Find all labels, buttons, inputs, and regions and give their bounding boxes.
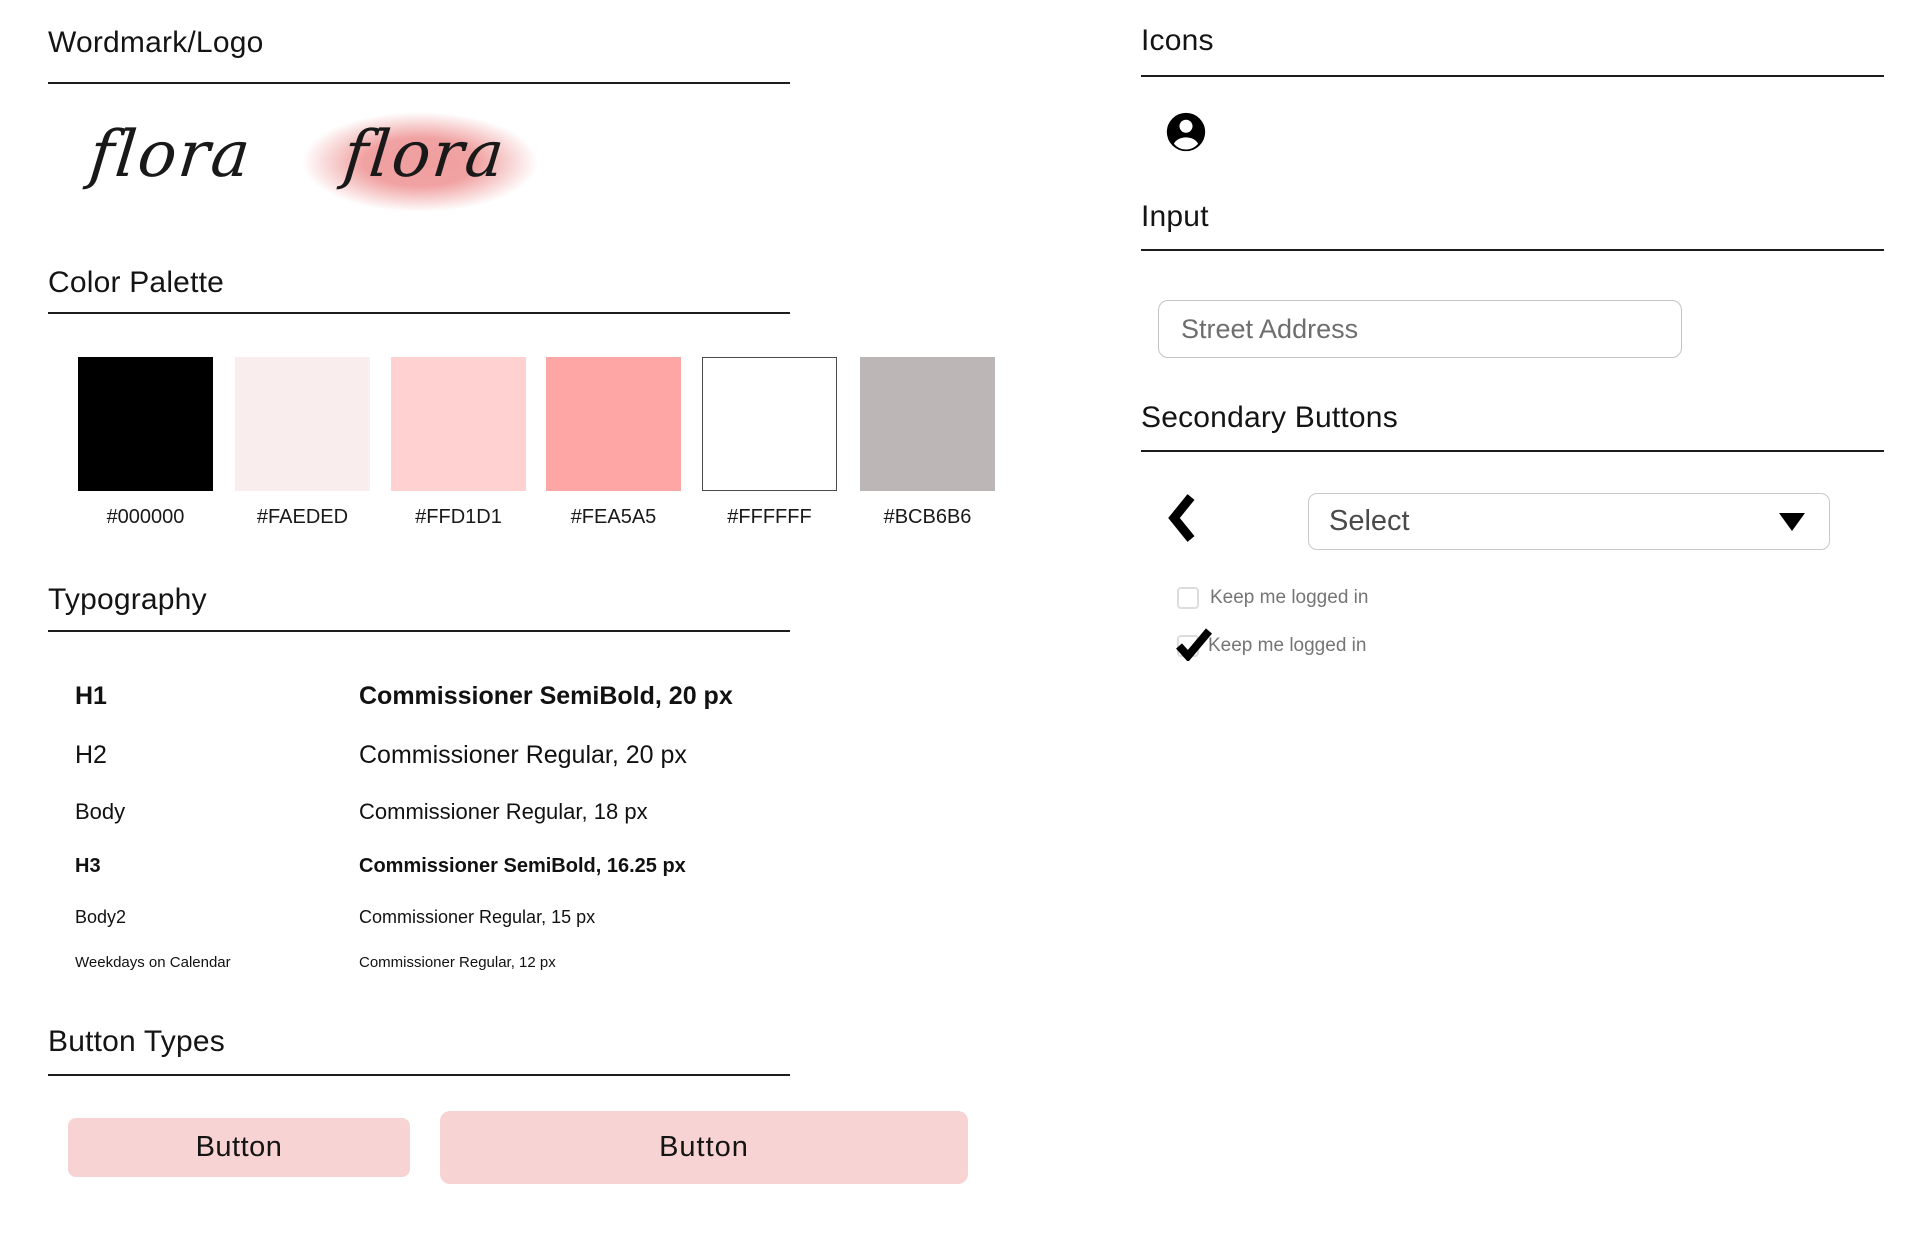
swatch-hex-label: #BCB6B6 <box>883 506 972 528</box>
type-style-name: Body2 <box>75 907 127 927</box>
flora-wordmark: flora <box>86 118 256 192</box>
wordmark-section-title: Wordmark/Logo <box>48 26 264 59</box>
type-style-spec: Commissioner Regular, 12 px <box>359 954 556 971</box>
street-address-input[interactable] <box>1158 300 1682 358</box>
checkbox-unchecked[interactable] <box>1177 587 1199 609</box>
color-palette-section: Color Palette #000000 #FAEDED #FFD1D1 #F… <box>48 266 995 556</box>
logo-highlight-blob <box>302 112 538 212</box>
section-divider <box>48 312 790 314</box>
select-value: Select <box>1329 505 1410 537</box>
section-divider <box>48 1074 790 1076</box>
color-swatch <box>702 357 837 491</box>
type-style-name: H2 <box>75 741 107 769</box>
section-divider <box>1141 450 1884 452</box>
type-style-name: H3 <box>75 855 101 877</box>
type-style-name: Weekdays on Calendar <box>75 954 231 971</box>
flora-wordmark-on-blob: flora <box>340 118 510 192</box>
checkbox-label: Keep me logged in <box>1208 635 1367 656</box>
typography-section: Typography H1 Commissioner SemiBold, 20 … <box>48 583 790 993</box>
primary-button-small[interactable]: Button <box>68 1118 410 1177</box>
account-circle-icon <box>1166 112 1206 152</box>
checkbox-row-unchecked: Keep me logged in <box>1177 587 1368 609</box>
checkbox-row-checked: Keep me logged in <box>1176 628 1367 661</box>
color-swatch <box>546 357 681 491</box>
caret-down-icon <box>1779 513 1805 531</box>
typography-section-title: Typography <box>48 583 207 616</box>
type-style-name: Body <box>75 799 126 824</box>
chevron-back-icon[interactable] <box>1167 493 1195 543</box>
icons-section: Icons <box>1141 24 1884 194</box>
input-section-title: Input <box>1141 200 1209 233</box>
type-style-spec: Commissioner Regular, 15 px <box>359 907 596 927</box>
input-section: Input <box>1141 200 1884 385</box>
wordmark-section: Wordmark/Logo flora flora <box>48 26 790 262</box>
color-swatch <box>391 357 526 491</box>
type-style-name: H1 <box>75 682 107 710</box>
checkbox-checked[interactable] <box>1176 628 1213 661</box>
type-style-spec: Commissioner Regular, 18 px <box>359 799 648 824</box>
secondary-buttons-section: Secondary Buttons Select Keep me logged … <box>1141 401 1884 711</box>
color-swatch <box>78 357 213 491</box>
icons-section-title: Icons <box>1141 24 1214 57</box>
type-style-spec: Commissioner SemiBold, 16.25 px <box>359 855 686 877</box>
swatch-hex-label: #FFD1D1 <box>415 506 502 528</box>
section-divider <box>48 82 790 84</box>
type-style-spec: Commissioner SemiBold, 20 px <box>359 682 733 710</box>
checkbox-label: Keep me logged in <box>1210 587 1369 608</box>
select-dropdown[interactable]: Select <box>1308 493 1830 550</box>
section-divider <box>1141 75 1884 77</box>
color-swatch <box>860 357 995 491</box>
swatch-hex-label: #FFFFFF <box>727 506 812 528</box>
button-types-section-title: Button Types <box>48 1025 225 1058</box>
primary-button-large[interactable]: Button <box>440 1111 968 1184</box>
swatch-hex-label: #FEA5A5 <box>570 506 657 528</box>
palette-section-title: Color Palette <box>48 266 225 299</box>
swatch-hex-label: #FAEDED <box>256 506 349 528</box>
type-style-spec: Commissioner Regular, 20 px <box>359 741 687 769</box>
section-divider <box>48 630 790 632</box>
secondary-buttons-section-title: Secondary Buttons <box>1141 401 1398 434</box>
section-divider <box>1141 249 1884 251</box>
color-swatch <box>235 357 370 491</box>
button-types-section: Button Types Button Button <box>48 1025 978 1205</box>
swatch-hex-label: #000000 <box>106 506 185 528</box>
